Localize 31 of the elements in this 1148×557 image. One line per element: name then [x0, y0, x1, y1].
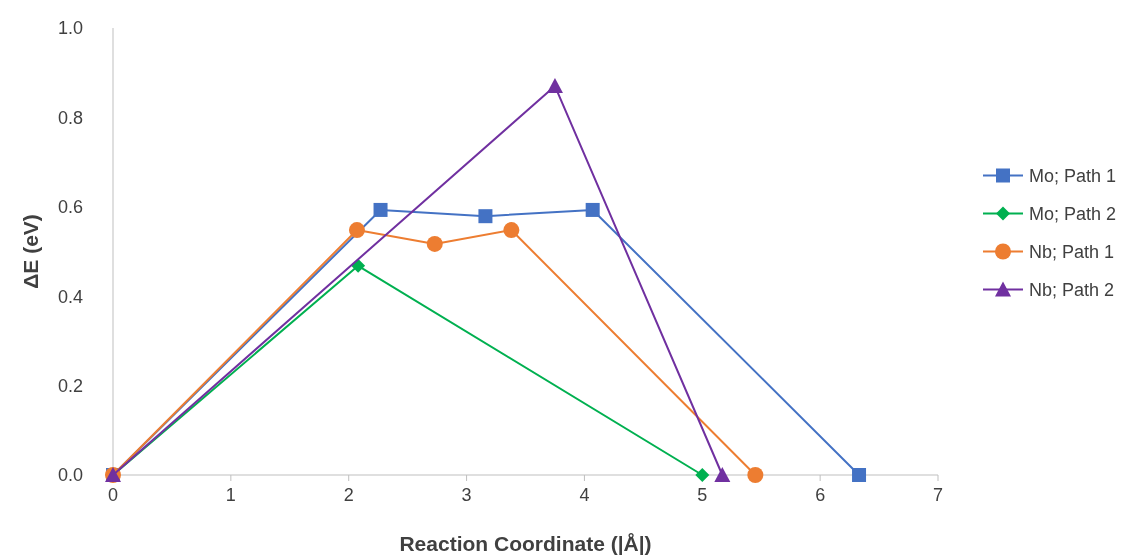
point — [546, 78, 563, 94]
point — [373, 202, 388, 217]
x-tick-label: 5 — [697, 485, 708, 505]
legend-label: Nb; Path 1 — [1029, 241, 1115, 262]
y-tick-label: 1.0 — [57, 18, 83, 39]
point — [478, 209, 493, 224]
x-tick-label: 1 — [225, 485, 236, 505]
y-tick-label: 0.8 — [57, 107, 83, 128]
x-tick-label: 6 — [815, 485, 826, 505]
legend-label: Mo; Path 1 — [1029, 165, 1117, 186]
x-tick-label: 3 — [461, 485, 472, 505]
legend-label: Nb; Path 2 — [1029, 279, 1115, 300]
legend-label: Mo; Path 2 — [1029, 203, 1117, 224]
point — [348, 222, 365, 239]
point — [503, 222, 520, 239]
point — [852, 468, 867, 482]
y-tick-label: 0.4 — [57, 286, 83, 307]
y-axis-title: ΔE (eV) — [19, 214, 42, 289]
y-tick-label: 0.6 — [57, 197, 83, 218]
point — [714, 467, 731, 482]
point — [747, 467, 764, 483]
x-tick-label: 2 — [343, 485, 354, 505]
x-tick-label: 7 — [932, 485, 944, 505]
x-axis-title: Reaction Coordinate (|Å|) — [399, 532, 652, 555]
point — [426, 235, 443, 252]
point — [585, 202, 600, 217]
y-tick-label: 0.2 — [57, 375, 83, 396]
x-tick-label: 0 — [107, 485, 119, 505]
point — [695, 468, 710, 482]
x-tick-label: 4 — [579, 485, 590, 505]
y-tick-label: 0.0 — [57, 465, 83, 486]
